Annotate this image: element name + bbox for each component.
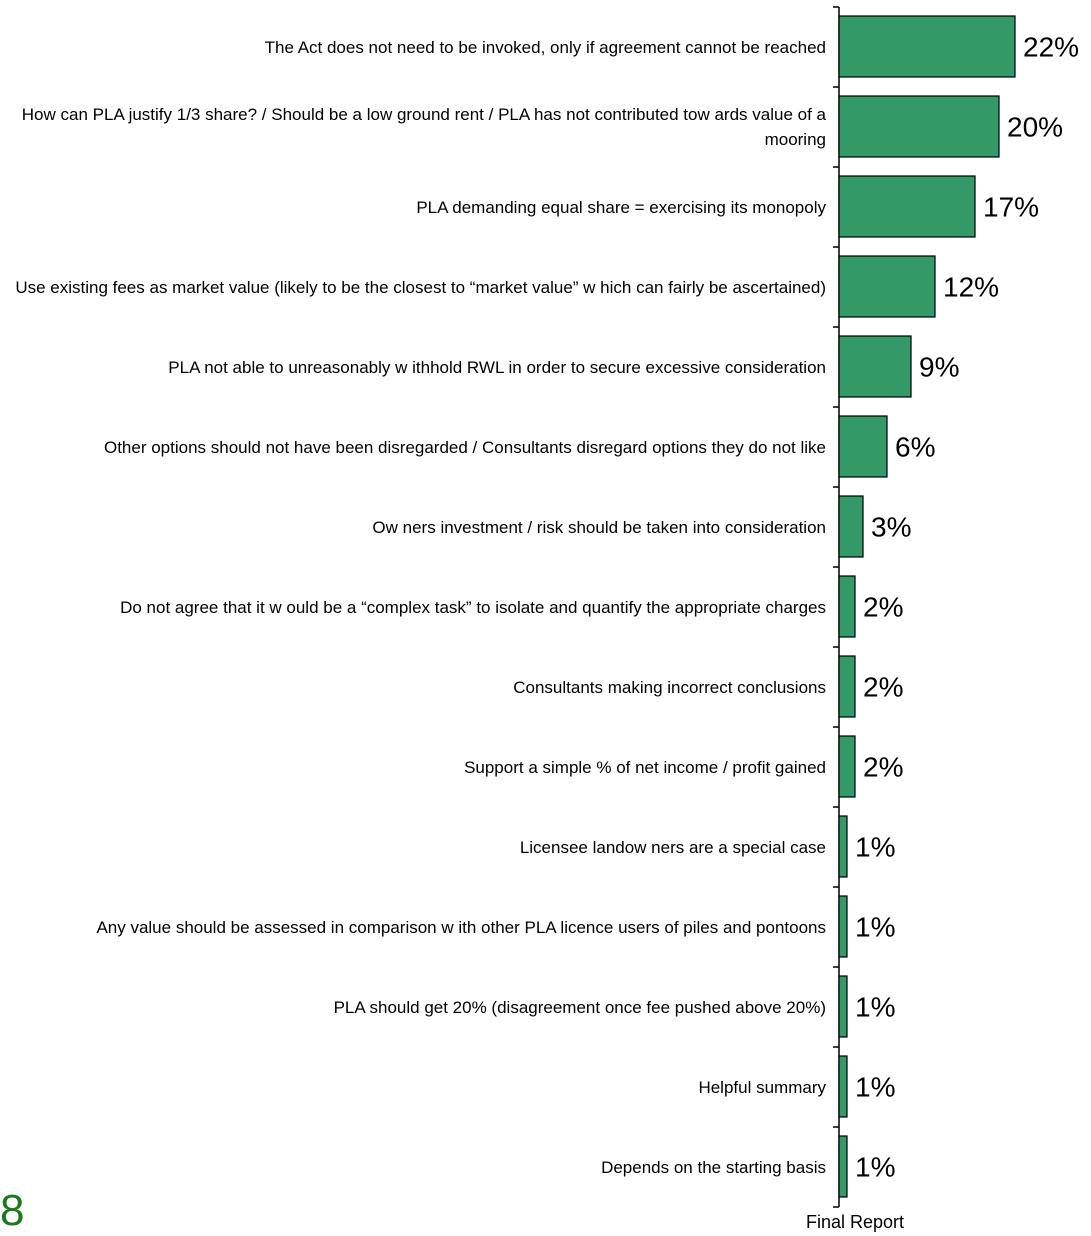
bar bbox=[838, 335, 912, 398]
value-label: 20% bbox=[1007, 112, 1063, 143]
value-label: 6% bbox=[895, 432, 935, 463]
category-label: Helpful summary bbox=[698, 1077, 826, 1097]
value-label: 1% bbox=[855, 912, 895, 943]
bar bbox=[838, 1135, 848, 1198]
value-label: 22% bbox=[1023, 32, 1079, 63]
bar bbox=[838, 255, 936, 318]
bar bbox=[838, 1055, 848, 1118]
bar bbox=[838, 895, 848, 958]
category-label: Any value should be assessed in comparis… bbox=[96, 917, 826, 937]
category-label: Support a simple % of net income / profi… bbox=[464, 757, 826, 777]
bar bbox=[838, 815, 848, 878]
bar bbox=[838, 575, 856, 638]
bar bbox=[838, 735, 856, 798]
bar bbox=[838, 15, 1016, 78]
value-label: 1% bbox=[855, 992, 895, 1023]
value-label: 2% bbox=[863, 592, 903, 623]
value-label: 17% bbox=[983, 192, 1039, 223]
value-label: 3% bbox=[871, 512, 911, 543]
bars bbox=[838, 15, 1016, 1198]
bar bbox=[838, 175, 976, 238]
bar bbox=[838, 655, 856, 718]
bar bbox=[838, 95, 1000, 158]
value-label: 12% bbox=[943, 272, 999, 303]
value-label: 2% bbox=[863, 672, 903, 703]
category-label: The Act does not need to be invoked, onl… bbox=[264, 37, 826, 57]
value-label: 2% bbox=[863, 752, 903, 783]
category-label: Licensee landow ners are a special case bbox=[519, 837, 826, 857]
category-label: Other options should not have been disre… bbox=[103, 437, 826, 457]
category-label: Consultants making incorrect conclusions bbox=[513, 677, 826, 697]
value-labels: 22% 20% 17% 12% 9% 6% 3% 2% 2% 2% 1% 1% 1% 1% 1% bbox=[855, 32, 1079, 1183]
category-label: PLA should get 20% (disagreement once fe… bbox=[333, 997, 826, 1017]
value-label: 1% bbox=[855, 1152, 895, 1183]
value-label: 1% bbox=[855, 832, 895, 863]
footer-label: Final Report bbox=[806, 1212, 905, 1232]
category-label: How can PLA justify 1/3 share? / Should … bbox=[21, 105, 826, 149]
category-label: Depends on the starting basis bbox=[601, 1157, 826, 1177]
bar bbox=[838, 495, 864, 558]
value-label: 9% bbox=[919, 352, 959, 383]
bar bbox=[838, 975, 848, 1038]
category-label: PLA not able to unreasonably w ithhold R… bbox=[168, 357, 826, 377]
axis-ticks bbox=[833, 6, 839, 1208]
bar bbox=[838, 415, 888, 478]
category-label: PLA demanding equal share = exercising i… bbox=[416, 197, 826, 217]
page-number-mark: 8 bbox=[0, 1186, 25, 1235]
category-label: Do not agree that it w ould be a “comple… bbox=[120, 597, 826, 617]
category-label: Use existing fees as market value (likel… bbox=[15, 277, 826, 297]
category-label: Ow ners investment / risk should be take… bbox=[372, 517, 826, 537]
value-label: 1% bbox=[855, 1072, 895, 1103]
